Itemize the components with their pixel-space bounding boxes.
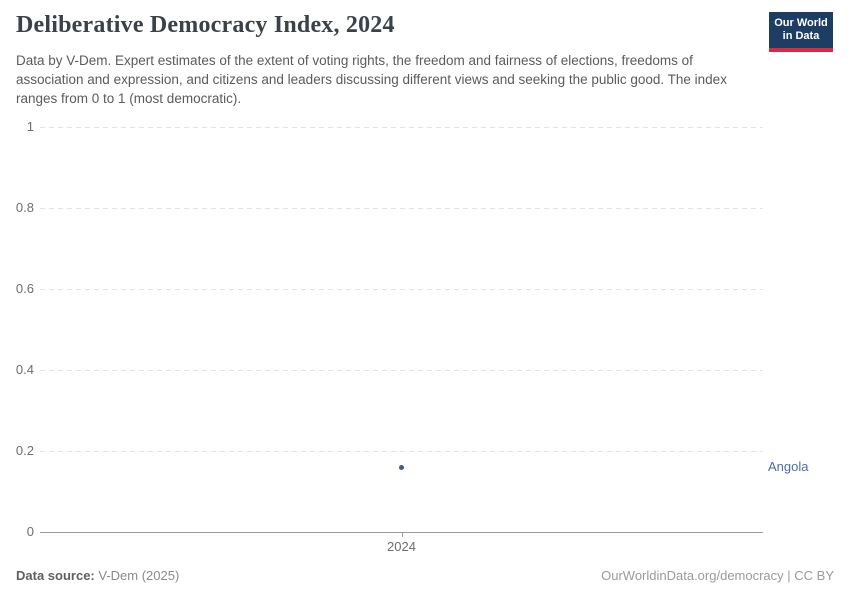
owid-logo[interactable]: Our World in Data: [769, 12, 833, 52]
gridline: [40, 127, 763, 128]
gridline: [40, 208, 763, 209]
gridline: [40, 289, 763, 290]
x-tick-label: 2024: [387, 539, 416, 554]
owid-logo-line1: Our World: [774, 17, 828, 29]
page-title: Deliberative Democracy Index, 2024: [16, 12, 395, 38]
y-tick-label: 0.6: [15, 281, 34, 296]
y-tick-label: 0: [26, 524, 34, 539]
owid-logo-line2: in Data: [782, 30, 820, 42]
data-source-value: V-Dem (2025): [94, 568, 180, 583]
gridline: [40, 370, 763, 371]
gridline: [40, 451, 763, 452]
chart-subtitle: Data by V-Dem. Expert estimates of the e…: [16, 53, 727, 106]
x-tick-mark: [401, 532, 403, 537]
data-source-label: Data source:: [16, 568, 95, 583]
data-point-angola[interactable]: [399, 464, 404, 470]
y-tick-label: 0.8: [15, 200, 34, 215]
entity-label-angola[interactable]: Angola: [768, 459, 809, 475]
y-tick-label: 0.4: [15, 362, 34, 377]
y-tick-label: 0.2: [15, 443, 34, 458]
plot-area: 1 0.8 0.6 0.4 0.2 0 2024 Angola: [16, 119, 809, 554]
y-tick-label: 1: [26, 119, 34, 134]
data-source: Data source: V-Dem (2025): [16, 568, 179, 583]
citation-text: OurWorldinData.org/democracy | CC BY: [601, 568, 834, 583]
chart-footer: Data source: V-Dem (2025) OurWorldinData…: [16, 568, 834, 583]
